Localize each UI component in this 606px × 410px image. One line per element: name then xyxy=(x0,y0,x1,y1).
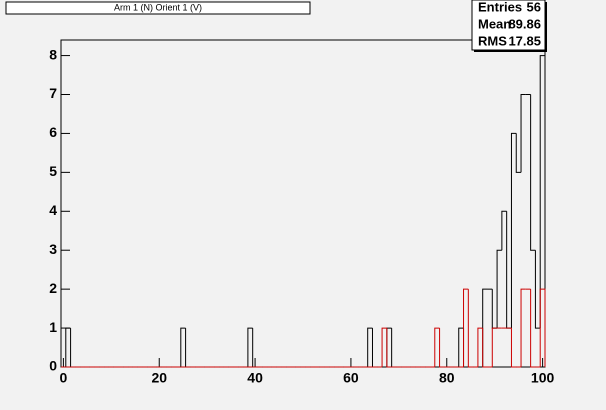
y-tick-label: 5 xyxy=(49,163,57,179)
y-tick-label: 8 xyxy=(49,46,57,62)
x-tick-label: 60 xyxy=(343,370,359,386)
histogram-bin xyxy=(458,327,464,367)
histogram-bin xyxy=(520,94,526,173)
y-tick-label: 1 xyxy=(49,319,57,335)
stat-value: 56 xyxy=(527,0,541,14)
stat-label: Mean xyxy=(478,16,511,31)
stat-value: 89.86 xyxy=(508,16,541,31)
stats-panel xyxy=(471,0,546,51)
histogram-bin xyxy=(180,327,186,367)
title-box xyxy=(5,1,311,15)
histogram-bin xyxy=(386,328,392,368)
y-tick-label: 7 xyxy=(49,85,57,101)
histogram-bin xyxy=(439,328,445,368)
histogram-bin xyxy=(463,288,469,367)
histogram-bin xyxy=(467,289,474,368)
histogram-bin xyxy=(65,327,71,367)
stat-value: 17.85 xyxy=(508,33,541,48)
histogram-bin xyxy=(530,94,536,251)
y-tick-label: 4 xyxy=(49,202,57,218)
histogram-bin xyxy=(496,249,502,329)
histogram-bin xyxy=(534,250,541,329)
y-tick-label: 6 xyxy=(49,124,57,140)
histogram-bin xyxy=(247,327,253,367)
stat-label: RMS xyxy=(478,33,507,48)
x-tick-label: 0 xyxy=(59,370,67,386)
histogram-bin xyxy=(477,327,483,367)
y-tick-label: 0 xyxy=(49,358,57,374)
x-tick-label: 80 xyxy=(439,370,455,386)
histogram-bin xyxy=(515,133,522,173)
histogram-bin xyxy=(367,327,373,367)
histogram-bin xyxy=(530,289,536,368)
x-tick-label: 100 xyxy=(531,370,555,386)
y-tick-label: 3 xyxy=(49,241,57,257)
histogram-bin xyxy=(434,327,440,367)
x-tick-label: 20 xyxy=(151,370,167,386)
stat-label: Entries xyxy=(478,0,522,14)
chart-title: Arm 1 (N) Orient 1 (V) xyxy=(114,2,202,12)
histogram-bin xyxy=(491,327,498,367)
histogram-bin xyxy=(482,328,488,368)
histogram-bin xyxy=(539,55,546,367)
histogram-bin xyxy=(381,327,387,367)
histogram-bin xyxy=(520,288,526,367)
histogram-bin xyxy=(539,288,546,367)
x-tick-label: 40 xyxy=(247,370,263,386)
histogram-bin xyxy=(510,328,517,368)
y-tick-label: 2 xyxy=(49,280,57,296)
histogram-bin xyxy=(510,132,517,329)
histogram-bin xyxy=(501,210,507,251)
